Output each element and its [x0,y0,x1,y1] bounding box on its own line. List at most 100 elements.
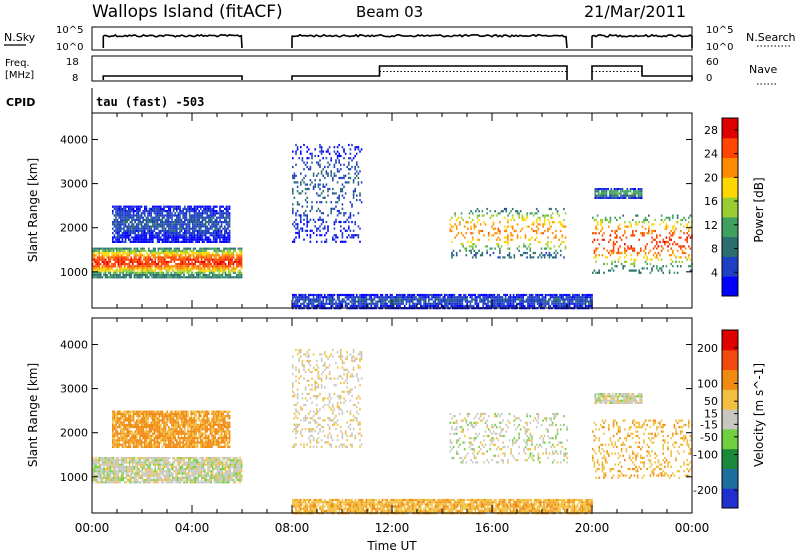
heatmap-cell [232,247,235,250]
heatmap-cell [312,231,315,235]
heatmap-cell [507,214,509,217]
heatmap-cell [169,210,172,213]
heatmap-cell [543,214,546,217]
heatmap-cell [437,298,440,301]
heatmap-cell [460,300,462,303]
heatmap-cell [203,210,205,213]
heatmap-cell [103,461,105,464]
heatmap-cell [434,296,436,299]
heatmap-cell [532,304,534,308]
heatmap-cell [405,296,408,299]
heatmap-cell [471,218,474,222]
heatmap-cell [106,463,108,466]
heatmap-cell [161,225,164,228]
heatmap-cell [648,227,650,230]
heatmap-cell [151,258,153,261]
heatmap-cell [615,190,617,193]
heatmap-cell [198,212,200,215]
heatmap-cell [525,300,528,303]
heatmap-cell [177,205,180,208]
heatmap-cell [179,236,181,239]
heatmap-cell [120,267,123,270]
heatmap-cell [117,260,120,263]
heatmap-cell [475,254,477,257]
heatmap-cell [501,296,504,299]
heatmap-cell [174,207,176,210]
heatmap-cell [519,236,522,239]
heatmap-cell [505,240,508,244]
heatmap-cell [231,247,233,250]
heatmap-cell [100,468,102,471]
heatmap-cell [211,234,213,237]
heatmap-cell [491,214,493,217]
heatmap-cell [176,263,179,266]
heatmap-cell [293,181,296,184]
heatmap-cell [144,236,146,239]
heatmap-cell [200,247,203,250]
heatmap-cell [168,252,171,255]
heatmap-cell [108,260,110,263]
heatmap-cell [170,252,172,255]
heatmap-cell [557,304,560,308]
heatmap-cell [314,185,316,188]
heatmap-cell [306,187,308,191]
heatmap-cell [104,457,107,460]
heatmap-cell [368,296,371,299]
heatmap-cell [530,296,532,299]
heatmap-cell [434,304,436,308]
heatmap-cell [632,247,634,250]
heatmap-cell [171,214,173,217]
heatmap-cell [112,249,115,252]
heatmap-cell [343,220,345,224]
heatmap-cell [456,300,459,303]
heatmap-cell [215,258,217,261]
heatmap-cell [228,256,230,259]
heatmap-cell [622,267,624,270]
heatmap-cell [343,300,345,303]
heatmap-cell [215,263,217,266]
heatmap-cell [501,304,504,308]
heatmap-cell [145,205,148,208]
heatmap-cell [467,240,469,244]
heatmap-cell [575,300,577,303]
heatmap-cell [688,227,690,230]
heatmap-cell [359,304,361,308]
heatmap-cell [236,254,238,257]
heatmap-cell [545,247,548,250]
heatmap-cell [543,256,546,259]
heatmap-cell [190,236,192,239]
heatmap-cell [644,260,647,263]
heatmap-cell [176,210,178,213]
heatmap-cell [212,247,214,250]
heatmap-cell [165,269,168,272]
heatmap-cell [572,300,574,303]
heatmap-cell [551,232,554,235]
heatmap-cell [211,218,213,221]
heatmap-cell [648,225,650,228]
heatmap-cell [154,265,156,268]
heatmap-cell [352,236,355,239]
heatmap-cell [357,212,360,215]
heatmap-cell [175,254,177,257]
heatmap-cell [195,229,197,232]
heatmap-cell [341,236,344,239]
heatmap-cell [92,479,94,482]
heatmap-cell [136,229,138,232]
heatmap-cell [226,265,228,268]
heatmap-cell [164,252,166,255]
heatmap-cell [95,267,97,270]
heatmap-cell [521,218,524,222]
heatmap-cell [292,150,294,153]
heatmap-cell [408,302,411,305]
heatmap-cell [640,194,643,197]
heatmap-cell [463,293,465,297]
heatmap-cell [504,304,507,308]
heatmap-cell [171,238,173,241]
heatmap-cell [610,188,613,191]
heatmap-cell [116,476,118,479]
heatmap-cell [112,472,115,475]
heatmap-cell [675,256,677,259]
heatmap-cell [455,302,457,305]
heatmap-cell [188,210,191,213]
heatmap-cell [116,479,118,482]
